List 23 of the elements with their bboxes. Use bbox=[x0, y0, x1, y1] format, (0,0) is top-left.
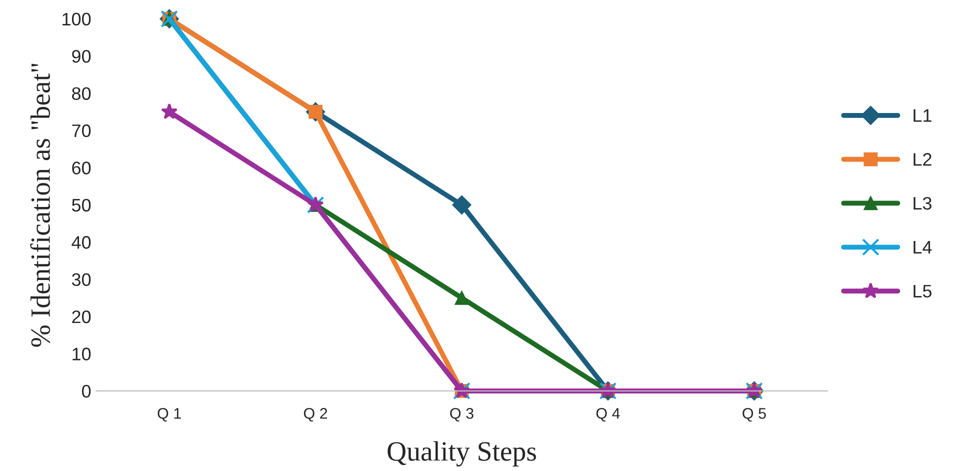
legend-label: L5 bbox=[914, 284, 932, 298]
legend-label: L3 bbox=[914, 196, 932, 210]
y-tick-label: 60 bbox=[72, 162, 91, 174]
y-tick-label: 100 bbox=[62, 12, 91, 26]
y-tick-label: 70 bbox=[72, 124, 91, 138]
legend-label: L4 bbox=[914, 241, 932, 254]
y-axis-title: % Identification as "beat" bbox=[30, 64, 50, 347]
legend-label: L2 bbox=[914, 153, 932, 166]
y-tick-label: 0 bbox=[82, 384, 91, 398]
y-tick-label: 10 bbox=[72, 348, 91, 360]
x-tick-label: Q 5 bbox=[742, 408, 766, 422]
x-tick-label: Q 3 bbox=[450, 408, 474, 422]
y-tick-label: 20 bbox=[72, 310, 91, 324]
x-tick-label: Q 4 bbox=[596, 408, 620, 422]
y-tick-label: 90 bbox=[72, 50, 91, 63]
x-tick-label: Q 1 bbox=[158, 408, 181, 422]
y-tick-label: 50 bbox=[72, 198, 91, 212]
y-tick-label: 40 bbox=[72, 236, 91, 249]
y-tick-label: 80 bbox=[72, 87, 91, 100]
legend-label: L1 bbox=[914, 109, 932, 122]
y-tick-label: 30 bbox=[72, 273, 91, 286]
x-tick-label: Q 2 bbox=[304, 408, 328, 422]
x-axis-title: Quality Steps bbox=[388, 441, 536, 467]
